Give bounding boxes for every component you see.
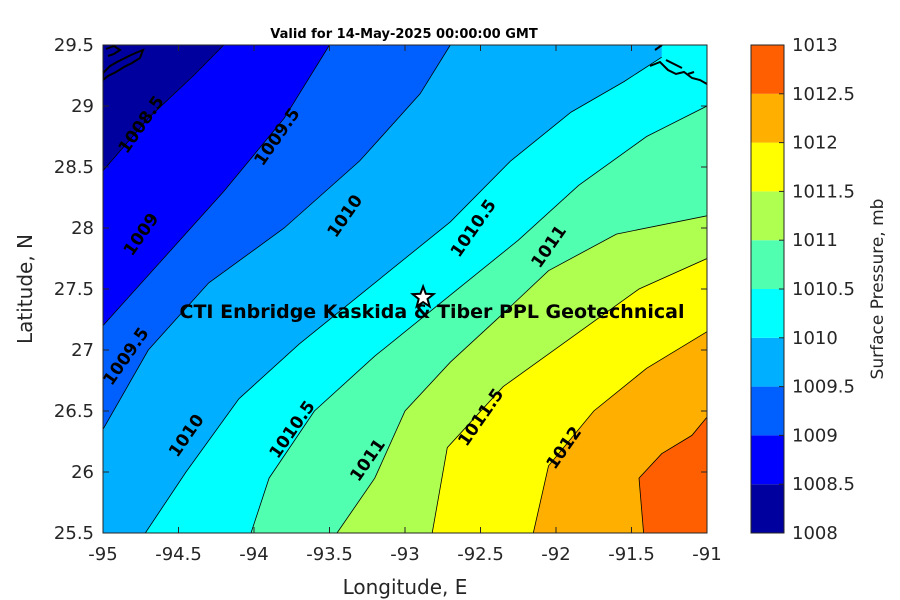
colorbar-tick-label: 1010 — [792, 328, 838, 349]
star-icon — [410, 283, 437, 309]
contour-fills — [103, 45, 707, 533]
colorbar-swatch — [751, 93, 784, 143]
contour-line-1011 — [336, 215, 707, 533]
contour-line-1012.5 — [638, 416, 707, 533]
coastline-west — [103, 45, 145, 82]
colorbar-tick-label: 1013 — [792, 35, 838, 56]
colorbar-tick-label: 1012 — [792, 133, 838, 154]
x-tick-label: -94.5 — [155, 544, 202, 565]
coastline-east — [649, 45, 707, 85]
colorbar-tick-label: 1010.5 — [792, 279, 855, 300]
y-tick-label: 28.5 — [54, 157, 94, 178]
y-tick-label: 27 — [71, 340, 94, 361]
colorbar-swatch — [751, 142, 784, 192]
colorbar: 1008 1008.5 1009 1009.5 1010 1010.5 1011 1011.5… — [750, 35, 855, 544]
x-tick-label: -91.5 — [608, 544, 655, 565]
colorbar-swatch — [751, 289, 784, 338]
x-tick-label: -94 — [239, 544, 268, 565]
colorbar-swatch — [751, 191, 784, 241]
colorbar-label: Surface Pressure, mb — [868, 199, 888, 380]
contour-line-1012 — [532, 331, 707, 533]
x-axis: -95 -94.5 -94 -93.5 -93 -92.5 -92 -91.5 -91 — [88, 45, 722, 565]
contour-line-1010 — [144, 56, 662, 533]
y-axis-label: Latitude, N — [13, 234, 37, 344]
colorbar-swatch — [751, 484, 784, 533]
y-tick-label: 25.5 — [54, 523, 94, 544]
colorbar-tick-label: 1009 — [792, 425, 838, 446]
y-tick-label: 28 — [71, 218, 94, 239]
contour-line-1009.5 — [103, 45, 451, 430]
y-tick-label: 29.5 — [54, 35, 94, 56]
colorbar-swatch — [751, 240, 784, 289]
x-tick-label: -93 — [390, 544, 419, 565]
colorbar-tick-label: 1011.5 — [792, 181, 855, 202]
contour-line-1010.5 — [250, 105, 707, 533]
site-label: CTI Enbridge Kaskida & Tiber PPL Geotech… — [180, 301, 685, 323]
y-tick-label: 26.5 — [54, 401, 94, 422]
x-tick-label: -92.5 — [457, 544, 504, 565]
coastline — [103, 45, 707, 85]
contour-plot-area: 1008.510091009.51009.5101010101010.51010… — [99, 44, 708, 534]
colorbar-swatch — [751, 337, 784, 387]
x-axis-label: Longitude, E — [343, 575, 468, 599]
y-tick-label: 27.5 — [54, 279, 94, 300]
x-tick-label: -93.5 — [306, 544, 353, 565]
x-tick-label: -95 — [88, 544, 117, 565]
band-1012.5 — [639, 417, 707, 533]
x-tick-label: -91 — [692, 544, 721, 565]
figure-title: Valid for 14-May-2025 00:00:00 GMT — [270, 27, 538, 42]
contour-line-1008.5 — [103, 45, 225, 171]
contour-lines — [103, 45, 707, 533]
site-marker-group — [410, 283, 437, 309]
colorbar-swatch — [751, 435, 784, 485]
colorbar-tick-label: 1009.5 — [792, 377, 855, 398]
contour-line-1009 — [103, 45, 330, 326]
colorbar-tick-label: 1011 — [792, 230, 838, 251]
y-tick-label: 29 — [71, 96, 94, 117]
colorbar-tick-label: 1012.5 — [792, 84, 855, 105]
y-axis: 25.5 26 26.5 27 27.5 28 28.5 29 29.5 — [54, 35, 707, 544]
contour-line-1011.5 — [431, 258, 707, 533]
colorbar-tick-label: 1008 — [792, 523, 838, 544]
colorbar-swatch — [751, 386, 784, 436]
colorbar-tick-label: 1008.5 — [792, 474, 855, 495]
colorbar-swatch — [751, 45, 784, 94]
x-tick-label: -92 — [541, 544, 570, 565]
y-tick-label: 26 — [71, 462, 94, 483]
